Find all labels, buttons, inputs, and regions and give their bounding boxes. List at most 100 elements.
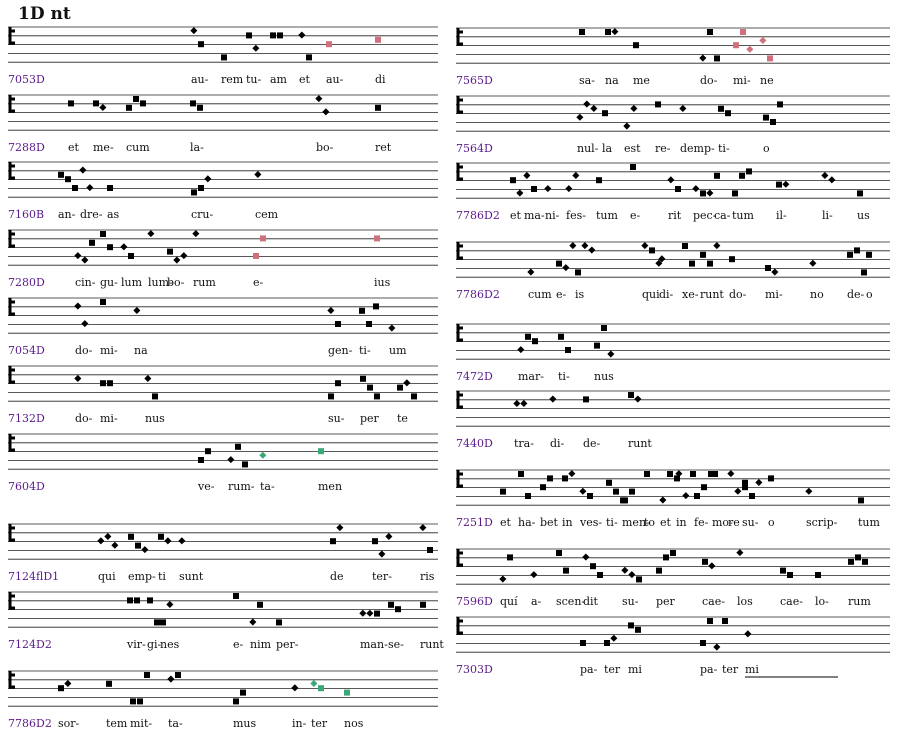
neume: [198, 41, 204, 48]
neume: [746, 168, 752, 175]
neume: [699, 54, 707, 62]
chant-id: 7786D2: [456, 209, 500, 222]
syllable: per: [360, 412, 380, 425]
neume: [315, 95, 323, 103]
syllable: no: [810, 288, 824, 301]
neume: [507, 554, 513, 561]
syllable: lo-: [815, 595, 829, 608]
syllable: mi-: [765, 288, 783, 301]
neume: [86, 184, 94, 192]
syllable: li-: [822, 209, 833, 222]
syllable: et: [299, 73, 311, 86]
neume: [530, 571, 538, 579]
neume: [613, 488, 619, 495]
syllable: me: [633, 74, 650, 87]
neume: [180, 252, 188, 260]
syllable: su-: [742, 516, 759, 529]
neume: [857, 190, 863, 197]
syllable: as: [107, 208, 120, 221]
neume: [58, 171, 64, 178]
neume: [178, 537, 186, 545]
neume: [518, 471, 524, 477]
neume: [682, 492, 690, 500]
neume: [221, 54, 227, 61]
chant-id: 7280D: [8, 276, 45, 289]
syllable: tra-: [514, 437, 534, 450]
neume: [690, 471, 696, 477]
neume: [335, 321, 341, 327]
neume: [623, 122, 631, 130]
neume: [558, 333, 564, 340]
neume: [568, 470, 576, 478]
syllable: do-: [700, 74, 718, 87]
neume: [107, 380, 113, 387]
syllable: su-: [622, 595, 639, 608]
neume: [596, 177, 602, 184]
neume: [689, 260, 695, 267]
chant-id: 7303D: [456, 663, 493, 676]
neume: [374, 393, 380, 400]
syllable: us: [857, 209, 870, 222]
neume: [374, 610, 380, 617]
neume: [576, 113, 584, 121]
chant-id: 7564D: [456, 142, 493, 155]
neume: [809, 259, 817, 267]
syllable: ne: [760, 74, 774, 87]
chant-id: 7251D: [456, 516, 493, 529]
neume: [821, 171, 829, 179]
syllable: runt: [628, 437, 652, 450]
neume: [540, 484, 546, 491]
syllable: cem: [255, 208, 279, 221]
neume: [547, 475, 553, 482]
syllable: dre-: [80, 208, 103, 221]
neume: [513, 399, 521, 407]
chant-id: 7132D: [8, 412, 45, 425]
neume: [128, 533, 134, 540]
neume: [525, 333, 531, 340]
neume: [204, 175, 212, 183]
clef: [8, 162, 15, 180]
syllable: su-: [328, 412, 345, 425]
neume: [270, 32, 276, 39]
neume: [205, 448, 211, 455]
syllable: nul-: [577, 142, 599, 155]
neume: [359, 307, 365, 314]
neume: [674, 475, 680, 482]
syllable: o: [866, 288, 873, 301]
syllable: mi: [628, 663, 642, 676]
neume: [525, 493, 531, 499]
neume: [107, 185, 113, 191]
neume: [64, 679, 72, 687]
syllable: re-: [655, 142, 671, 155]
neume: [328, 393, 334, 400]
neume: [575, 269, 581, 276]
neume: [565, 347, 571, 353]
neume: [858, 497, 864, 504]
syllable: tum: [596, 209, 619, 222]
neume: [742, 479, 748, 486]
neume: [152, 393, 158, 400]
neume: [581, 242, 589, 250]
clef: [8, 592, 15, 610]
syllable: nus: [145, 412, 165, 425]
neume: [644, 471, 650, 477]
neume: [375, 36, 381, 43]
clef: [456, 96, 463, 114]
neume: [257, 601, 263, 608]
neume: [675, 186, 681, 192]
chant-id: 7054D: [8, 344, 45, 357]
syllable: cru-: [191, 208, 214, 221]
neume: [734, 487, 742, 495]
neume: [81, 256, 89, 264]
neume: [861, 269, 867, 276]
syllable: ti-: [606, 516, 618, 529]
syllable: bet: [540, 516, 559, 529]
neume: [780, 567, 786, 574]
neume: [242, 461, 248, 468]
syllable: is: [575, 288, 585, 301]
neume: [154, 619, 160, 626]
neume: [336, 524, 344, 532]
chant-id: 7565D: [456, 74, 493, 87]
syllable: mi-: [733, 74, 751, 87]
neume: [359, 609, 367, 617]
